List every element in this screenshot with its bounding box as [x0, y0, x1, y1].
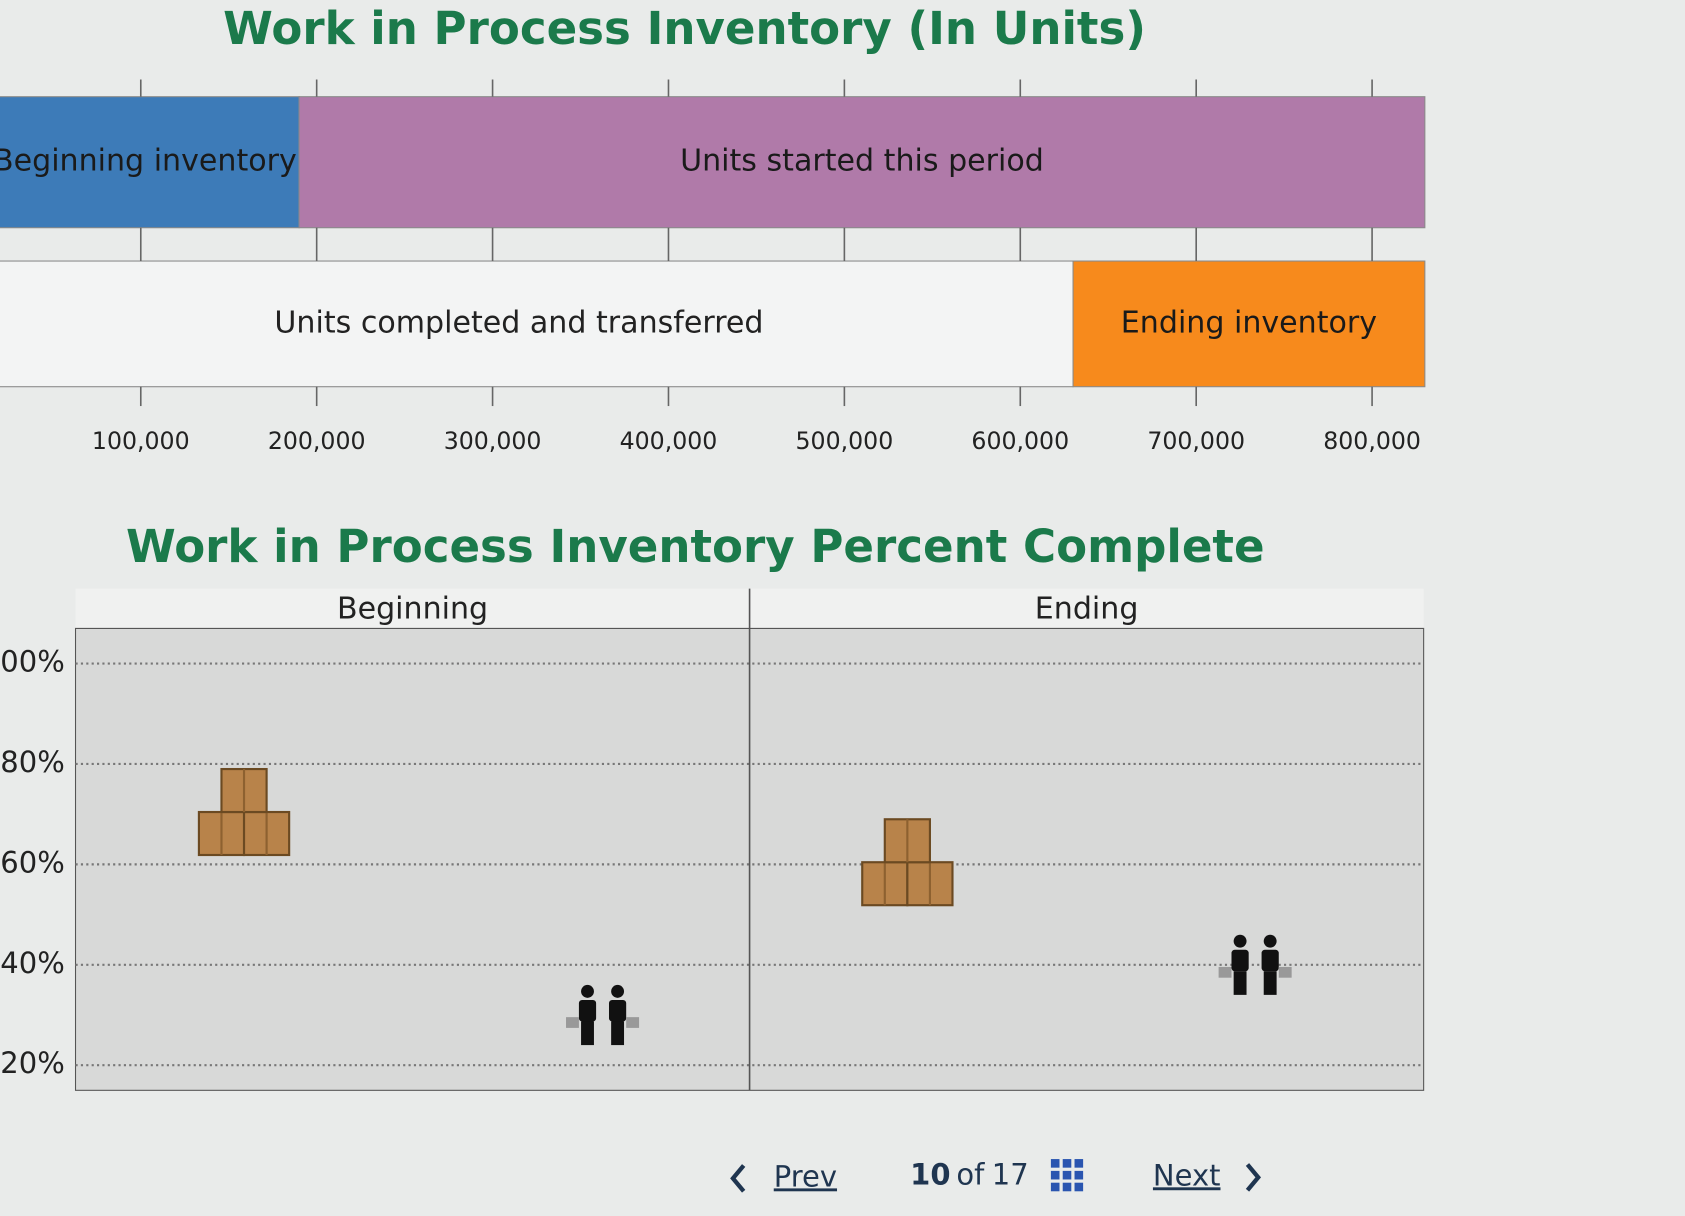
person-head: [611, 984, 625, 998]
next-arrow[interactable]: [1245, 1163, 1262, 1192]
prev-button[interactable]: Prev: [774, 1159, 837, 1193]
person-legs: [581, 1021, 594, 1046]
x-tick-label: 500,000: [796, 427, 894, 455]
bar-segment: [298, 96, 1426, 229]
segment-label: Units started this period: [680, 144, 1044, 179]
segment-label: Ending inventory: [1121, 305, 1377, 340]
briefcase: [626, 1017, 640, 1028]
y-tick-label: 20%: [0, 1046, 64, 1080]
box-icon: [197, 767, 291, 857]
page-of: of: [956, 1157, 985, 1191]
y-tick-label: 40%: [0, 946, 64, 980]
person-body: [1261, 949, 1279, 972]
bar-segment: [0, 260, 1074, 388]
person-legs: [611, 1021, 625, 1046]
chart-title: Work in Process Inventory Percent Comple…: [126, 520, 1265, 573]
person-body: [608, 999, 627, 1022]
page-total: 17: [992, 1157, 1029, 1191]
y-tick-label: 100%: [0, 645, 65, 679]
x-tick-label: 400,000: [620, 427, 718, 455]
briefcase: [1278, 966, 1292, 978]
briefcase: [1218, 966, 1232, 978]
segment-label: Beginning inventory: [0, 144, 297, 179]
page-current: 10: [910, 1157, 950, 1191]
page-grid-icon[interactable]: [1050, 1159, 1084, 1192]
category-label: Beginning: [337, 592, 488, 627]
person-head: [1233, 934, 1247, 948]
bar-segment: [0, 96, 300, 229]
x-tick-label: 600,000: [971, 427, 1069, 455]
x-tick-label: 100,000: [92, 427, 190, 455]
prev-arrow[interactable]: [730, 1164, 746, 1193]
x-tick-label: 300,000: [444, 427, 542, 455]
briefcase: [566, 1017, 579, 1028]
y-tick-label: 60%: [0, 845, 64, 879]
y-tick-label: 80%: [0, 745, 64, 779]
segment-label: Units completed and transferred: [274, 305, 763, 340]
person-body: [578, 999, 597, 1022]
x-tick-label: 200,000: [268, 427, 366, 455]
chart-title: Work in Process Inventory (In Units): [223, 2, 1146, 55]
box-icon: [861, 818, 954, 907]
people-icon: [1218, 934, 1292, 995]
person-body: [1231, 949, 1249, 972]
person-head: [581, 984, 594, 998]
navigation: Prev 10 of 17 Next: [730, 1157, 1262, 1193]
person-head: [1263, 934, 1277, 948]
people-icon: [566, 984, 640, 1046]
bar-segment: [1072, 260, 1426, 388]
x-tick-label: 800,000: [1323, 427, 1421, 455]
next-button[interactable]: Next: [1153, 1158, 1221, 1192]
person-legs: [1233, 971, 1247, 995]
category-label: Ending: [1035, 592, 1139, 627]
x-tick-label: 700,000: [1147, 427, 1245, 455]
person-legs: [1263, 971, 1277, 995]
